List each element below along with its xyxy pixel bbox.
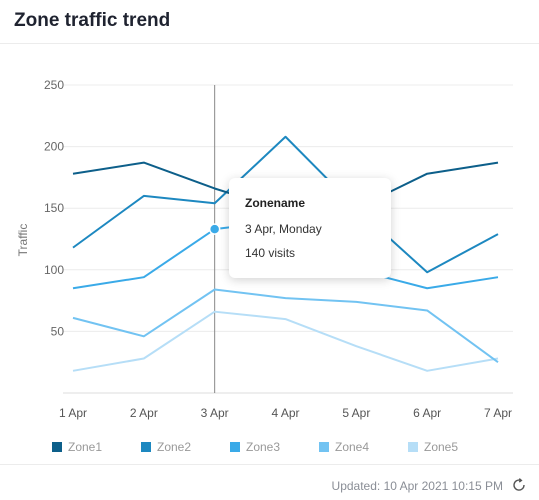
x-tick-label: 1 Apr — [59, 406, 87, 420]
y-tick-label: 200 — [44, 140, 64, 154]
legend-swatch — [52, 442, 62, 452]
series-line-zone4 — [72, 288, 499, 364]
x-tick-label: 2 Apr — [130, 406, 158, 420]
refresh-icon[interactable] — [511, 477, 527, 493]
card-footer: Updated: 10 Apr 2021 10:15 PM — [0, 464, 539, 500]
x-tick-label: 7 Apr — [484, 406, 512, 420]
chart-tooltip: Zonename 3 Apr, Monday 140 visits — [229, 178, 391, 278]
y-tick-label: 250 — [44, 78, 64, 92]
x-tick-label: 3 Apr — [201, 406, 229, 420]
legend-label: Zone2 — [157, 440, 191, 454]
legend-label: Zone4 — [335, 440, 369, 454]
legend-swatch — [230, 442, 240, 452]
legend-label: Zone3 — [246, 440, 280, 454]
y-tick-label: 150 — [44, 201, 64, 215]
tooltip-title: Zonename — [245, 196, 306, 210]
line-chart: 50 100 150 200 250 Traffic 1 Apr 2 Apr 3 Apr 4 Ap… — [0, 44, 539, 464]
legend-label: Zone5 — [424, 440, 458, 454]
highlight-point — [208, 223, 221, 235]
tooltip-value: 140 visits — [245, 246, 296, 260]
series-line-zone5 — [72, 310, 499, 372]
card-header: Zone traffic trend — [0, 0, 539, 44]
updated-timestamp: Updated: 10 Apr 2021 10:15 PM — [331, 479, 503, 493]
legend-swatch — [319, 442, 329, 452]
legend-swatch — [408, 442, 418, 452]
y-axis-label: Traffic — [16, 224, 30, 257]
card-title: Zone traffic trend — [14, 10, 171, 31]
chart-svg: 50 100 150 200 250 Traffic 1 Apr 2 Apr 3 Apr 4 Ap… — [16, 78, 513, 454]
legend-label: Zone1 — [68, 440, 102, 454]
tooltip-date: 3 Apr, Monday — [245, 222, 322, 236]
y-tick-label: 100 — [44, 263, 64, 277]
x-tick-label: 5 Apr — [342, 406, 370, 420]
x-tick-label: 4 Apr — [271, 406, 299, 420]
series-line-zone2 — [72, 135, 499, 274]
legend-swatch — [141, 442, 151, 452]
x-tick-label: 6 Apr — [413, 406, 441, 420]
y-tick-label: 50 — [51, 324, 65, 338]
